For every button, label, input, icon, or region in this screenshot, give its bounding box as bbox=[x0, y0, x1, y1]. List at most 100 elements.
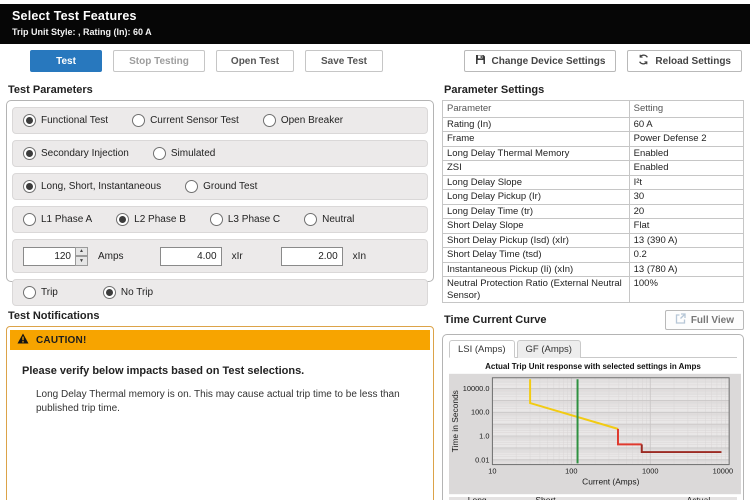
save-test-button[interactable]: Save Test bbox=[305, 50, 383, 72]
tab-gf-amps[interactable]: GF (Amps) bbox=[516, 340, 581, 358]
legend-label: Long Delay bbox=[467, 494, 487, 500]
radio-icon[interactable] bbox=[132, 114, 146, 127]
radio-icon[interactable] bbox=[23, 286, 36, 299]
svg-text:100.0: 100.0 bbox=[471, 408, 489, 417]
radio-label: Simulated bbox=[170, 148, 216, 159]
parameter-cell: Frame bbox=[442, 131, 630, 147]
parameter-cell: Neutral Protection Ratio (External Neutr… bbox=[442, 276, 630, 303]
xir-input[interactable] bbox=[159, 246, 222, 266]
svg-text:1000: 1000 bbox=[642, 466, 658, 475]
radio-icon[interactable] bbox=[116, 213, 130, 226]
time-current-chart: 10 100 1000 10000 0.01 1.0 100.0 10000.0 Current… bbox=[449, 373, 741, 495]
parameter-cell: Short Delay Pickup (Isd) (xIr) bbox=[442, 232, 630, 248]
radio-open-breaker[interactable]: Open Breaker bbox=[262, 114, 344, 127]
test-button[interactable]: Test bbox=[30, 50, 102, 72]
setting-cell: 0.2 bbox=[628, 247, 745, 263]
test-type-group: Functional Test Current Sensor Test Open B… bbox=[12, 107, 428, 134]
svg-text:10000: 10000 bbox=[713, 466, 734, 475]
chart-title: Actual Trip Unit response with selected … bbox=[485, 362, 701, 371]
table-row: Long Delay Pickup (Ir) 30 bbox=[442, 189, 745, 205]
reload-settings-button[interactable]: Reload Settings bbox=[627, 50, 742, 72]
amps-stepper-down[interactable]: ▼ bbox=[75, 256, 88, 266]
radio-label: Trip bbox=[41, 287, 58, 298]
setting-cell: 30 bbox=[628, 189, 745, 205]
legend-item-actual-current: Actual Current bbox=[668, 495, 737, 500]
radio-label: Ground Test bbox=[203, 181, 258, 192]
radio-icon[interactable] bbox=[23, 213, 36, 226]
warning-icon bbox=[17, 333, 29, 347]
radio-neutral[interactable]: Neutral bbox=[304, 213, 354, 226]
parameter-cell: Long Delay Pickup (Ir) bbox=[442, 189, 630, 205]
radio-icon[interactable] bbox=[262, 114, 276, 127]
setting-cell: Enabled bbox=[628, 160, 745, 176]
stop-testing-button[interactable]: Stop Testing bbox=[113, 50, 205, 72]
radio-label: L3 Phase C bbox=[227, 214, 281, 225]
radio-icon[interactable] bbox=[23, 147, 36, 160]
injection-mode-group: Secondary Injection Simulated bbox=[12, 140, 428, 167]
parameter-cell: ZSI bbox=[442, 160, 630, 176]
radio-trip[interactable]: Trip bbox=[23, 286, 58, 299]
radio-simulated[interactable]: Simulated bbox=[152, 147, 216, 160]
full-view-button[interactable]: Full View bbox=[664, 310, 744, 330]
time-current-curve-box: LSI (Amps) GF (Amps) Actual Trip Unit re… bbox=[442, 334, 744, 500]
window-header: Select Test Features Trip Unit Style: , … bbox=[0, 4, 750, 44]
radio-no-trip[interactable]: No Trip bbox=[102, 286, 154, 299]
trip-unit-subtitle: Trip Unit Style: , Rating (In): 60 A bbox=[12, 27, 152, 37]
column-header-setting: Setting bbox=[628, 100, 745, 118]
radio-label: No Trip bbox=[120, 287, 154, 298]
radio-icon[interactable] bbox=[209, 213, 223, 226]
radio-l1-phase-a[interactable]: L1 Phase A bbox=[23, 213, 92, 226]
amps-stepper-up[interactable]: ▲ bbox=[75, 246, 88, 256]
table-row: Frame Power Defense 2 bbox=[442, 131, 745, 147]
parameter-table-body: Rating (In) 60 A Frame Power Defense 2 Long … bbox=[442, 116, 745, 303]
test-values-group: ▲ ▼ Amps xIr xIn bbox=[12, 239, 428, 273]
open-test-button[interactable]: Open Test bbox=[216, 50, 294, 72]
radio-icon[interactable] bbox=[23, 180, 36, 193]
table-row: Short Delay Slope Flat bbox=[442, 218, 745, 234]
setting-cell: 20 bbox=[628, 203, 745, 219]
svg-text:Time in Seconds: Time in Seconds bbox=[450, 390, 460, 452]
setting-cell: 100% bbox=[628, 276, 745, 303]
setting-cell: Enabled bbox=[628, 145, 745, 161]
radio-label: Functional Test bbox=[41, 115, 109, 126]
radio-icon[interactable] bbox=[304, 213, 318, 226]
radio-label: L2 Phase B bbox=[134, 214, 186, 225]
radio-icon[interactable] bbox=[102, 286, 116, 299]
radio-secondary-injection[interactable]: Secondary Injection bbox=[23, 147, 129, 160]
radio-l2-phase-b[interactable]: L2 Phase B bbox=[116, 213, 186, 226]
table-row: Long Delay Slope I²t bbox=[442, 174, 745, 190]
table-row: Long Delay Time (tr) 20 bbox=[442, 203, 745, 219]
table-row: Long Delay Thermal Memory Enabled bbox=[442, 145, 745, 161]
radio-label: Current Sensor Test bbox=[150, 115, 239, 126]
xin-input[interactable] bbox=[280, 246, 343, 266]
setting-cell: Power Defense 2 bbox=[628, 131, 745, 147]
test-notifications-title: Test Notifications bbox=[8, 310, 100, 322]
trip-group: Trip No Trip bbox=[12, 279, 428, 306]
setting-cell: 13 (390 A) bbox=[628, 232, 745, 248]
radio-label: Open Breaker bbox=[280, 115, 344, 126]
time-current-curve-title: Time Current Curve bbox=[444, 314, 547, 326]
radio-label: L1 Phase A bbox=[41, 214, 93, 225]
svg-text:10: 10 bbox=[488, 466, 496, 475]
parameter-settings-table: Parameter Setting Rating (In) 60 A Frame Po… bbox=[442, 100, 745, 303]
change-device-settings-button[interactable]: Change Device Settings bbox=[463, 50, 617, 72]
radio-current-sensor-test[interactable]: Current Sensor Test bbox=[132, 114, 239, 127]
amps-input[interactable] bbox=[23, 246, 75, 266]
radio-icon[interactable] bbox=[185, 180, 199, 193]
parameter-cell: Long Delay Slope bbox=[442, 174, 630, 190]
radio-l3-phase-c[interactable]: L3 Phase C bbox=[209, 213, 281, 226]
radio-ground-test[interactable]: Ground Test bbox=[185, 180, 257, 193]
radio-icon[interactable] bbox=[152, 147, 166, 160]
radio-functional-test[interactable]: Functional Test bbox=[23, 114, 108, 127]
notification-detail: Long Delay Thermal memory is on. This ma… bbox=[36, 389, 400, 414]
parameter-cell: Short Delay Slope bbox=[442, 218, 630, 234]
tcc-tabs: LSI (Amps) GF (Amps) bbox=[449, 339, 737, 358]
radio-long-short-instantaneous[interactable]: Long, Short, Instantaneous bbox=[23, 180, 161, 193]
test-notifications-box: CAUTION! Please verify below impacts bas… bbox=[6, 326, 434, 500]
radio-label: Long, Short, Instantaneous bbox=[41, 181, 162, 192]
svg-text:1.0: 1.0 bbox=[479, 432, 489, 441]
tab-lsi-amps[interactable]: LSI (Amps) bbox=[449, 340, 515, 358]
svg-text:10000.0: 10000.0 bbox=[463, 384, 490, 393]
radio-icon[interactable] bbox=[23, 114, 36, 127]
phase-group: L1 Phase A L2 Phase B L3 Phase C Neutral bbox=[12, 206, 428, 233]
